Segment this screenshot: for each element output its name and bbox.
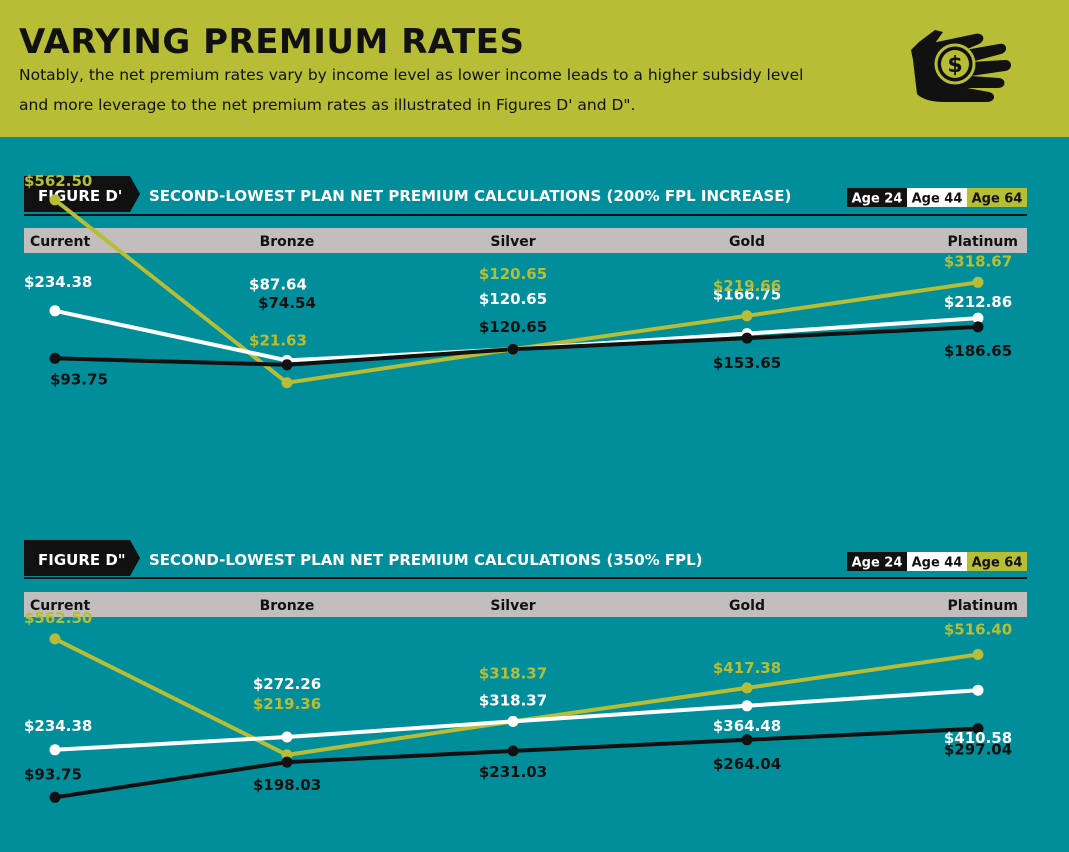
fig2-point-age44-gold bbox=[741, 700, 753, 712]
fig2-figure-label: FIGURE D" bbox=[38, 551, 126, 569]
fig1-point-age64-platinum bbox=[972, 276, 984, 288]
fig1-point-age24-current bbox=[49, 352, 61, 364]
fig2-point-age44-platinum bbox=[972, 684, 984, 696]
fig1-data-label-age24-current: $93.75 bbox=[50, 370, 108, 388]
fig2-category-band bbox=[24, 592, 1027, 617]
fig2-point-age44-bronze bbox=[281, 731, 293, 743]
fig2-category-label-current: Current bbox=[30, 598, 91, 614]
fig1-category-label-bronze: Bronze bbox=[260, 234, 315, 250]
fig1-legend-label-age44: Age 44 bbox=[912, 192, 963, 207]
fig1-data-label-age44-bronze: $87.64 bbox=[249, 275, 307, 293]
fig1-category-band bbox=[24, 228, 1027, 253]
fig1-data-label-age24-bronze: $74.54 bbox=[258, 294, 316, 312]
fig1-data-label-age64-silver: $120.65 bbox=[479, 265, 547, 283]
fig2-data-label-age24-silver: $231.03 bbox=[479, 763, 547, 781]
fig2-legend-swatch-age24 bbox=[847, 552, 907, 571]
fig2-category-label-gold: Gold bbox=[729, 598, 765, 614]
figure-d-prime-chart: FIGURE D' SECOND-LOWEST PLAN NET PREMIUM … bbox=[24, 172, 1027, 389]
fig2-data-label-age44-silver: $318.37 bbox=[479, 691, 547, 709]
fig2-point-age24-silver bbox=[507, 745, 519, 757]
fig2-point-age24-current bbox=[49, 791, 61, 803]
fig1-data-label-age24-gold: $153.65 bbox=[713, 354, 781, 372]
fig2-point-age44-silver bbox=[507, 715, 519, 727]
fig2-data-label-age64-bronze: $219.36 bbox=[253, 695, 321, 713]
fig1-point-age44-platinum bbox=[972, 312, 984, 324]
subtitle-line-1: Notably, the net premium rates vary by i… bbox=[19, 66, 804, 84]
fig2-data-label-age64-gold: $417.38 bbox=[713, 659, 781, 677]
subtitle-line-2: and more leverage to the net premium rat… bbox=[19, 96, 636, 114]
page-title: VARYING PREMIUM RATES bbox=[19, 22, 525, 62]
fig1-point-age24-gold bbox=[741, 332, 753, 344]
fig1-data-label-age44-current: $234.38 bbox=[24, 273, 92, 291]
fig2-point-age24-gold bbox=[741, 734, 753, 746]
header-banner: VARYING PREMIUM RATES Notably, the net p… bbox=[0, 0, 1069, 137]
fig2-data-label-age24-platinum: $297.04 bbox=[944, 741, 1012, 759]
fig2-legend-swatch-age44 bbox=[907, 552, 967, 571]
fig1-category-label-gold: Gold bbox=[729, 234, 765, 250]
hand-with-dollar-coin-icon: $ bbox=[911, 30, 1011, 103]
fig2-figure-label-tag bbox=[24, 540, 140, 576]
fig1-legend-swatch-age24 bbox=[847, 188, 907, 207]
fig2-data-label-age64-platinum: $516.40 bbox=[944, 621, 1012, 639]
fig1-point-age24-platinum bbox=[972, 321, 984, 333]
fig1-data-label-age44-gold: $166.75 bbox=[713, 286, 781, 304]
fig2-point-age24-bronze bbox=[281, 756, 293, 768]
fig2-data-label-age44-gold: $364.48 bbox=[713, 717, 781, 735]
fig1-category-label-current: Current bbox=[30, 234, 91, 250]
fig2-data-label-age24-gold: $264.04 bbox=[713, 755, 781, 773]
fig2-legend-swatch-age64 bbox=[967, 552, 1027, 571]
fig2-point-age64-gold bbox=[741, 682, 753, 694]
fig1-legend-swatch-age64 bbox=[967, 188, 1027, 207]
fig2-legend-label-age24: Age 24 bbox=[852, 556, 903, 571]
fig2-point-age44-current bbox=[49, 744, 61, 756]
fig2-data-label-age24-current: $93.75 bbox=[24, 765, 82, 783]
fig1-data-label-age24-platinum: $186.65 bbox=[944, 342, 1012, 360]
fig2-data-label-age44-bronze: $272.26 bbox=[253, 675, 321, 693]
fig1-point-age44-current bbox=[49, 305, 61, 317]
fig1-point-age64-bronze bbox=[281, 377, 293, 389]
fig1-data-label-age64-bronze: $21.63 bbox=[249, 332, 307, 350]
fig1-point-age64-current bbox=[49, 194, 61, 206]
fig2-category-label-bronze: Bronze bbox=[260, 598, 315, 614]
fig2-category-label-silver: Silver bbox=[490, 598, 535, 614]
svg-text:$: $ bbox=[947, 53, 962, 78]
fig2-point-age64-platinum bbox=[972, 649, 984, 660]
fig1-point-age64-gold bbox=[741, 310, 753, 322]
fig1-data-label-age64-platinum: $318.67 bbox=[944, 252, 1012, 270]
fig1-legend-label-age24: Age 24 bbox=[852, 192, 903, 207]
fig2-point-age24-platinum bbox=[972, 723, 984, 735]
fig1-category-label-silver: Silver bbox=[490, 234, 535, 250]
fig1-point-age24-silver bbox=[507, 343, 519, 355]
figure-d-double-prime-chart: FIGURE D" SECOND-LOWEST PLAN NET PREMIUM … bbox=[24, 540, 1027, 803]
fig2-data-label-age64-silver: $318.37 bbox=[479, 664, 547, 682]
fig2-data-label-age64-current: $562.50 bbox=[24, 609, 92, 627]
fig1-category-label-platinum: Platinum bbox=[947, 234, 1018, 250]
fig2-data-label-age44-current: $234.38 bbox=[24, 717, 92, 735]
fig1-data-label-age44-platinum: $212.86 bbox=[944, 293, 1012, 311]
fig1-point-age24-bronze bbox=[281, 359, 293, 371]
fig1-data-label-age24-silver: $120.65 bbox=[479, 318, 547, 336]
fig2-legend-label-age44: Age 44 bbox=[912, 556, 963, 571]
fig1-data-label-age44-silver: $120.65 bbox=[479, 290, 547, 308]
fig2-category-label-platinum: Platinum bbox=[947, 598, 1018, 614]
fig1-chart-title: SECOND-LOWEST PLAN NET PREMIUM CALCULATI… bbox=[149, 187, 791, 205]
fig2-point-age64-current bbox=[49, 633, 61, 645]
fig2-legend-label-age64: Age 64 bbox=[972, 556, 1023, 571]
fig1-data-label-age64-current: $562.50 bbox=[24, 172, 92, 190]
fig1-legend-swatch-age44 bbox=[907, 188, 967, 207]
fig1-legend-label-age64: Age 64 bbox=[972, 192, 1023, 207]
fig2-data-label-age24-bronze: $198.03 bbox=[253, 776, 321, 794]
fig2-data-label-age44-platinum: $410.58 bbox=[944, 729, 1012, 747]
fig1-data-label-age64-gold: $219.66 bbox=[713, 277, 781, 295]
fig2-chart-title: SECOND-LOWEST PLAN NET PREMIUM CALCULATI… bbox=[149, 551, 703, 569]
